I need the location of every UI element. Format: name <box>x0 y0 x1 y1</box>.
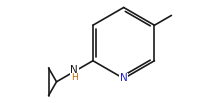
Text: N: N <box>120 74 128 84</box>
Text: H: H <box>71 73 78 82</box>
Text: N: N <box>70 65 78 75</box>
